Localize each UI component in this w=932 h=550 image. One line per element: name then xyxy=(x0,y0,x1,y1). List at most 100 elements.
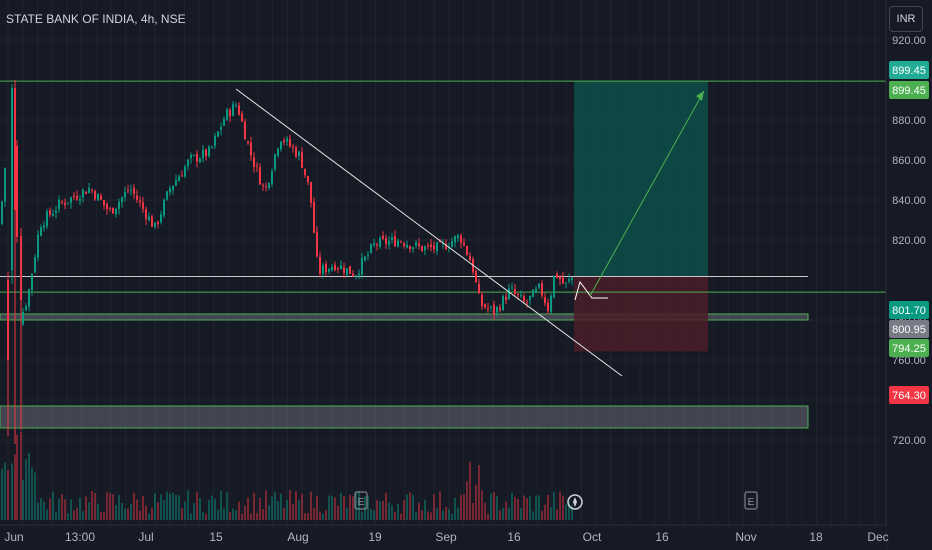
price-label[interactable]: 794.25 xyxy=(889,339,929,357)
volume-bar xyxy=(1,468,3,520)
volume-bar xyxy=(358,491,360,520)
price-label[interactable]: 800.95 xyxy=(889,320,929,338)
candle-body xyxy=(484,304,486,308)
volume-bar xyxy=(442,510,444,520)
volume-bar xyxy=(529,496,531,520)
candle-body xyxy=(343,267,345,273)
volume-bar xyxy=(304,513,306,520)
price-tick-label: 720.00 xyxy=(892,435,926,447)
volume-bar xyxy=(235,510,237,520)
candle-body xyxy=(412,247,414,250)
volume-bar xyxy=(322,513,324,520)
candle-body xyxy=(172,185,174,191)
candle-body xyxy=(520,295,522,297)
volume-bar xyxy=(4,462,6,520)
arrow-head-icon xyxy=(696,91,704,101)
replay-marker-icon[interactable] xyxy=(567,494,583,510)
profit-zone[interactable] xyxy=(574,81,708,277)
candle-body xyxy=(466,246,468,255)
candle-body xyxy=(265,186,267,188)
price-label[interactable]: 764.30 xyxy=(889,386,929,404)
price-label-text: 899.45 xyxy=(892,65,926,77)
candle-body xyxy=(205,149,207,157)
candle-body xyxy=(562,277,564,284)
price-tick-label: 760.00 xyxy=(892,355,926,367)
price-tick-label: 820.00 xyxy=(892,235,926,247)
downtrend-line[interactable] xyxy=(235,88,623,377)
candle-body xyxy=(352,273,354,277)
replay-circle xyxy=(567,494,583,510)
time-axis[interactable] xyxy=(0,525,886,550)
candle-body xyxy=(478,283,480,294)
volume-bar xyxy=(58,498,60,520)
candle-body xyxy=(139,200,141,203)
symbol-title[interactable]: STATE BANK OF INDIA, 4h, NSE xyxy=(6,12,186,26)
volume-bar xyxy=(532,511,534,520)
price-label[interactable]: 899.45 xyxy=(889,81,929,99)
volume-bar xyxy=(70,499,72,520)
volume-bar xyxy=(43,501,45,520)
candle-body xyxy=(493,304,495,315)
candle-body xyxy=(247,141,249,144)
volume-bar xyxy=(505,501,507,520)
time-tick-label: 18 xyxy=(809,530,823,544)
candle-body xyxy=(109,208,111,210)
candle-body xyxy=(244,121,246,140)
candle-body xyxy=(430,244,432,248)
price-label-text: 899.45 xyxy=(892,85,926,97)
volume-bar xyxy=(397,503,399,520)
volume-bar xyxy=(280,493,282,520)
price-label-bg xyxy=(889,339,929,357)
candle-body xyxy=(481,294,483,307)
earnings-event-icon[interactable]: E xyxy=(744,491,758,510)
volume-bar xyxy=(49,498,51,520)
candle-body xyxy=(394,236,396,247)
plot-area[interactable] xyxy=(0,0,886,525)
volume-bar xyxy=(454,497,456,520)
projection-arrow-line[interactable] xyxy=(589,90,705,297)
time-tick-label: Jul xyxy=(138,530,153,544)
volume-bar xyxy=(247,497,249,520)
currency-button[interactable]: INR xyxy=(889,6,923,32)
volume-bar xyxy=(439,491,441,520)
volume-bar xyxy=(559,491,561,520)
candle-body xyxy=(76,195,78,200)
candle-body xyxy=(418,243,420,247)
volume-bar xyxy=(562,495,564,520)
candle-body xyxy=(226,109,228,120)
volume-bar xyxy=(16,434,18,520)
price-label[interactable]: 899.45 xyxy=(889,61,929,79)
support-zone[interactable] xyxy=(0,313,809,321)
candle-body xyxy=(436,242,438,252)
candle-body xyxy=(160,214,162,223)
candle-body xyxy=(469,255,471,261)
projection-white-path[interactable] xyxy=(574,280,608,301)
stop-loss-zone[interactable] xyxy=(574,276,708,352)
volume-bar xyxy=(373,510,375,520)
volume-bar xyxy=(502,508,504,520)
volume-bar xyxy=(202,512,204,520)
candle-body xyxy=(499,307,501,311)
candle-body xyxy=(538,283,540,288)
volume-bar xyxy=(46,509,48,520)
candle-body xyxy=(202,149,204,159)
volume-bar xyxy=(259,497,261,520)
volume-bar xyxy=(436,508,438,520)
volume-bar xyxy=(40,498,42,520)
volume-bar xyxy=(496,495,498,520)
support-zone[interactable] xyxy=(0,405,809,429)
volume-bar xyxy=(214,498,216,520)
candle-body xyxy=(571,277,573,281)
volume-bar xyxy=(163,500,165,520)
candle-body xyxy=(37,234,39,258)
volume-bar xyxy=(97,503,99,520)
price-label[interactable]: 801.70 xyxy=(889,301,929,319)
volume-bar xyxy=(481,490,483,520)
candle-body xyxy=(325,264,327,273)
earnings-event-icon[interactable]: E xyxy=(354,491,368,510)
candle-body xyxy=(79,199,81,201)
volume-bar xyxy=(427,511,429,520)
candle-body xyxy=(547,302,549,312)
time-tick-label: Jun xyxy=(4,530,23,544)
